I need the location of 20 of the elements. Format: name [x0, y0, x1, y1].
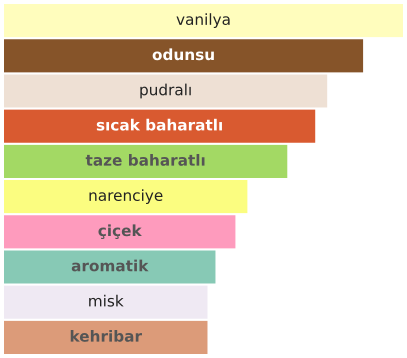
bar — [4, 320, 208, 354]
bar — [4, 250, 216, 284]
bar — [4, 180, 248, 214]
y-tick-label: vanilya — [176, 13, 230, 28]
bar — [4, 74, 328, 108]
y-tick-label: kehribar — [70, 330, 142, 342]
bar — [4, 144, 288, 178]
bar — [4, 286, 208, 319]
y-tick-label: pudralı — [140, 84, 191, 98]
bar — [4, 39, 364, 72]
bar — [4, 4, 403, 38]
bar — [4, 215, 236, 248]
y-tick-label: misk — [89, 294, 124, 307]
y-tick-label: aromatik — [72, 260, 149, 272]
y-tick-label: narenciye — [90, 189, 162, 204]
bar — [4, 110, 316, 143]
y-tick-label: çiçek — [98, 224, 142, 240]
y-tick-label: taze baharatlı — [86, 154, 204, 166]
y-tick-label: sıcak baharatlı — [96, 118, 222, 131]
y-tick-label: odunsu — [152, 48, 214, 60]
